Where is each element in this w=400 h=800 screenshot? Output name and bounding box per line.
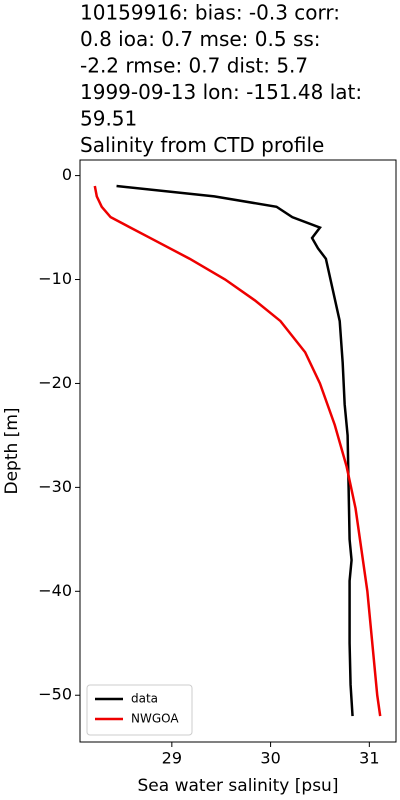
legend-label: data xyxy=(131,692,158,706)
y-axis-label: Depth [m] xyxy=(2,407,22,494)
y-tick-label: −50 xyxy=(38,685,72,704)
legend-box xyxy=(86,684,193,736)
y-tick-label: −30 xyxy=(38,477,72,496)
legend-label: NWGOA xyxy=(131,712,179,726)
x-tick-label: 30 xyxy=(260,749,280,768)
data-line xyxy=(93,185,382,717)
y-tick-label: 0 xyxy=(62,165,72,184)
chart-title: 1999-09-13 lon: -151.48 lat: xyxy=(80,80,362,104)
y-tick-label: −20 xyxy=(38,373,72,392)
chart-title: 59.51 xyxy=(80,107,137,131)
chart-title: 0.8 ioa: 0.7 mse: 0.5 ss: xyxy=(80,27,321,51)
data-line xyxy=(116,184,354,717)
x-tick-label: 31 xyxy=(359,749,379,768)
x-tick-label: 29 xyxy=(162,749,182,768)
chart-title: Salinity from CTD profile xyxy=(80,133,324,157)
plot-frame xyxy=(79,159,397,743)
y-tick-label: −10 xyxy=(38,269,72,288)
chart-title: 10159916: bias: -0.3 corr: xyxy=(80,1,340,25)
y-tick-label: −40 xyxy=(38,581,72,600)
chart-title: -2.2 rmse: 0.7 dist: 5.7 xyxy=(80,54,308,78)
x-axis-label: Sea water salinity [psu] xyxy=(138,776,339,796)
